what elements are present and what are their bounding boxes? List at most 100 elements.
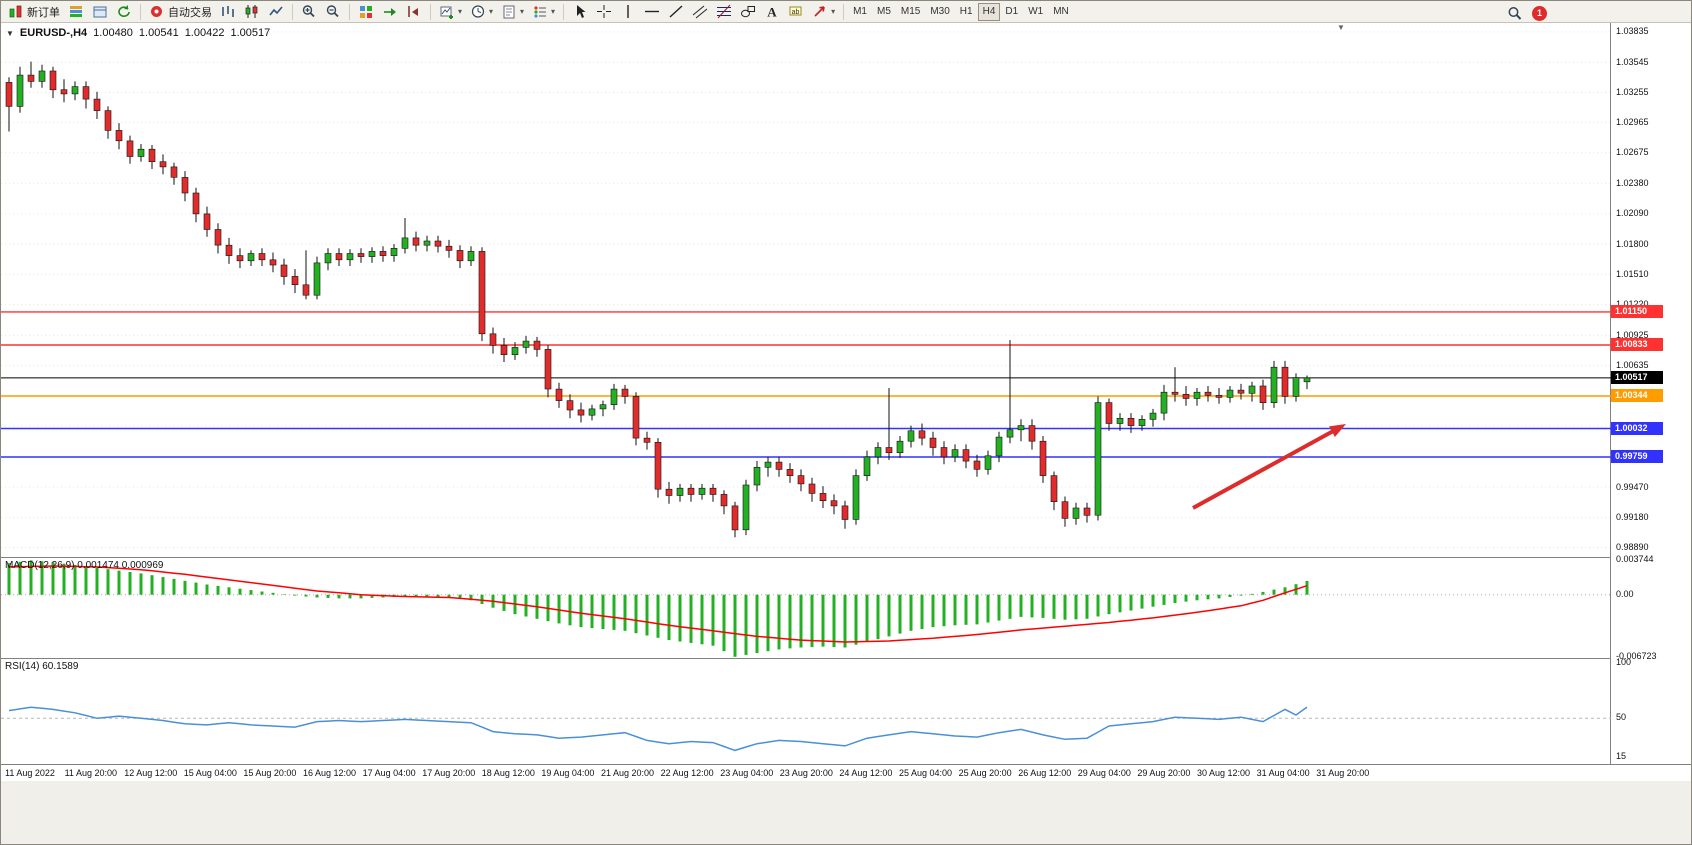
timeframe-w1-button[interactable]: W1 xyxy=(1023,3,1048,21)
fibonacci-button[interactable] xyxy=(712,2,736,22)
time-axis: 11 Aug 2022 11 Aug 20:00 12 Aug 12:00 15 Au… xyxy=(1,764,1691,782)
toolbar-separator xyxy=(292,3,293,20)
zoom-in-button[interactable] xyxy=(297,2,321,22)
indicators-button[interactable]: ▾ xyxy=(528,2,559,22)
time-axis-label: 21 Aug 20:00 xyxy=(601,768,655,778)
chart-header: ▼ EURUSD-,H4 1.00480 1.00541 1.00422 1.0… xyxy=(6,27,270,39)
arrows-button[interactable]: ▾ xyxy=(808,2,839,22)
timeframe-m15-button[interactable]: M15 xyxy=(896,3,925,21)
rsi-axis-label: 15 xyxy=(1616,751,1627,761)
trend-arrow-annotation[interactable] xyxy=(1192,424,1346,510)
auto-scroll-button[interactable] xyxy=(378,2,402,22)
vertical-line-button[interactable] xyxy=(616,2,640,22)
chart-shift-button[interactable] xyxy=(402,2,426,22)
text-icon: A xyxy=(764,4,780,20)
time-axis-label: 15 Aug 04:00 xyxy=(183,768,237,778)
price-axis-label: 1.02380 xyxy=(1616,178,1649,189)
price-axis-label: 1.03545 xyxy=(1616,56,1649,67)
timeframe-d1-button[interactable]: D1 xyxy=(1000,3,1023,21)
price-axis-label: 1.02965 xyxy=(1616,117,1649,128)
timeframe-h4-button[interactable]: H4 xyxy=(977,2,1001,21)
candlestick-chart-icon xyxy=(244,4,260,19)
timeframe-toolbar: M1 M5 M15 M30 H1 H4 D1 W1 MN xyxy=(848,2,1074,21)
cursor-button[interactable] xyxy=(568,2,592,22)
time-axis-label: 12 Aug 12:00 xyxy=(124,768,178,778)
time-axis-label: 16 Aug 12:00 xyxy=(303,768,357,778)
price-axis: 1.03835 1.03545 1.03255 1.02965 1.02675 1.023… xyxy=(1611,23,1691,764)
notification-badge[interactable]: 1 xyxy=(1532,5,1547,21)
macd-pane[interactable]: MACD(12,26,9) 0.001474 0.000969 xyxy=(1,557,1611,658)
market-watch-button[interactable] xyxy=(64,2,88,22)
tile-windows-button[interactable] xyxy=(354,2,378,22)
timeframe-m5-button[interactable]: M5 xyxy=(872,3,896,21)
bar-chart-button[interactable] xyxy=(216,2,240,22)
channel-button[interactable] xyxy=(688,2,712,22)
shapes-button[interactable] xyxy=(736,2,760,22)
hline-price-badge: 1.01150 xyxy=(1611,305,1663,319)
profiles-button[interactable] xyxy=(88,2,112,22)
time-axis-label: 23 Aug 20:00 xyxy=(779,768,833,778)
time-axis-label: 22 Aug 12:00 xyxy=(660,768,714,778)
zoom-in-icon xyxy=(301,4,317,19)
chart-shift-icon xyxy=(406,4,422,19)
candles-series xyxy=(5,61,1311,538)
horizontal-line-button[interactable] xyxy=(640,2,664,22)
horizontal-line-icon xyxy=(644,4,660,19)
time-axis-label: 15 Aug 20:00 xyxy=(243,768,297,778)
periods-button[interactable]: ▾ xyxy=(466,2,497,22)
trendline-button[interactable] xyxy=(664,2,688,22)
new-chart-button[interactable]: ▾ xyxy=(435,2,466,22)
zoom-out-button[interactable] xyxy=(321,2,345,22)
chevron-down-icon: ▾ xyxy=(520,6,525,16)
price-axis-label: 0.99180 xyxy=(1616,511,1649,522)
label-button[interactable]: ab xyxy=(784,2,808,22)
vertical-line-icon xyxy=(620,4,636,19)
channel-icon xyxy=(692,4,708,19)
time-axis-label: 31 Aug 20:00 xyxy=(1316,768,1370,778)
chart-canvas[interactable] xyxy=(1,23,1611,557)
hline-price-badge: 1.00344 xyxy=(1611,389,1663,403)
timeframe-h1-button[interactable]: H1 xyxy=(955,3,978,21)
hline-price-badge: 0.99759 xyxy=(1611,450,1663,464)
cursor-icon xyxy=(572,4,588,19)
hline-price-badge: 1.00833 xyxy=(1611,338,1663,352)
price-axis-label: 1.00635 xyxy=(1616,360,1649,371)
time-axis-label: 18 Aug 12:00 xyxy=(481,768,535,778)
price-axis-label: 0.98890 xyxy=(1616,542,1649,553)
main-chart-pane[interactable]: ▼ EURUSD-,H4 1.00480 1.00541 1.00422 1.0… xyxy=(1,23,1611,557)
rsi-pane[interactable]: RSI(14) 60.1589 xyxy=(1,658,1611,764)
toolbar-separator xyxy=(430,3,431,20)
toolbar-separator xyxy=(140,3,141,20)
timeframe-m1-button[interactable]: M1 xyxy=(848,3,872,21)
chevron-down-icon: ▾ xyxy=(489,6,494,16)
time-axis-label: 31 Aug 04:00 xyxy=(1256,768,1310,778)
ohlc-open: 1.00480 xyxy=(93,27,133,39)
crosshair-button[interactable] xyxy=(592,2,616,22)
candlestick-chart-button[interactable] xyxy=(240,2,264,22)
price-axis-label: 1.03255 xyxy=(1616,86,1649,97)
refresh-button[interactable] xyxy=(112,2,136,22)
templates-button[interactable]: ▾ xyxy=(497,2,528,22)
time-axis-label: 29 Aug 04:00 xyxy=(1077,768,1131,778)
new-order-button[interactable]: 新订单 xyxy=(4,2,64,22)
search-button[interactable] xyxy=(1507,3,1523,23)
hline-price-badge: 1.00032 xyxy=(1611,422,1663,435)
time-axis-label: 19 Aug 04:00 xyxy=(541,768,595,778)
templates-icon xyxy=(501,4,517,19)
toolbar-separator xyxy=(563,3,565,20)
timeframe-mn-button[interactable]: MN xyxy=(1048,3,1074,21)
auto-trading-button[interactable]: 自动交易 xyxy=(145,2,216,22)
text-button[interactable]: A xyxy=(760,2,784,22)
periods-icon xyxy=(470,4,486,19)
line-chart-button[interactable] xyxy=(264,2,288,22)
auto-scroll-icon xyxy=(382,4,398,19)
timeframe-m30-button[interactable]: M30 xyxy=(925,3,954,21)
one-click-trading-arrow[interactable]: ▼ xyxy=(6,28,14,38)
ohlc-high: 1.00541 xyxy=(138,27,179,39)
zoom-out-icon xyxy=(325,4,341,19)
chevron-down-icon: ▾ xyxy=(551,6,556,16)
price-axis-label: 1.01800 xyxy=(1616,238,1649,249)
time-axis-label: 26 Aug 12:00 xyxy=(1018,768,1072,778)
ohlc-close: 1.00517 xyxy=(230,27,271,39)
